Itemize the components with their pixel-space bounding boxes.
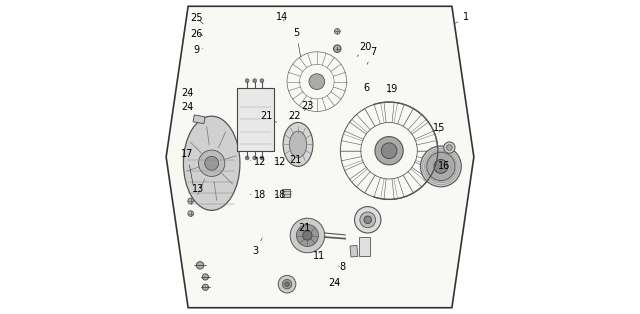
Circle shape	[364, 216, 371, 224]
Circle shape	[381, 143, 397, 159]
Bar	[359, 237, 370, 256]
Bar	[193, 115, 205, 124]
Circle shape	[420, 146, 461, 187]
Text: 19: 19	[386, 84, 398, 95]
Circle shape	[427, 152, 455, 181]
Circle shape	[360, 212, 376, 228]
Bar	[350, 246, 358, 257]
Text: 3: 3	[253, 238, 262, 256]
Circle shape	[198, 150, 225, 176]
Bar	[282, 189, 291, 197]
Text: 11: 11	[313, 251, 325, 261]
Text: 25: 25	[190, 13, 204, 24]
Text: 15: 15	[433, 123, 445, 133]
Text: 24: 24	[181, 88, 194, 98]
Circle shape	[447, 145, 452, 150]
Ellipse shape	[289, 131, 307, 158]
Circle shape	[205, 156, 219, 170]
Text: 16: 16	[438, 161, 450, 171]
Text: 21: 21	[299, 223, 311, 233]
Text: 12: 12	[250, 157, 266, 167]
Text: 9: 9	[193, 45, 203, 55]
Text: 13: 13	[192, 184, 204, 194]
Circle shape	[434, 160, 448, 173]
Text: 17: 17	[181, 149, 194, 186]
Circle shape	[309, 74, 324, 89]
Circle shape	[278, 275, 296, 293]
Circle shape	[202, 284, 209, 290]
Text: 21: 21	[260, 111, 276, 122]
Ellipse shape	[283, 122, 313, 166]
Circle shape	[375, 137, 403, 165]
Polygon shape	[166, 6, 474, 308]
Text: 7: 7	[367, 47, 376, 64]
Text: 23: 23	[301, 101, 314, 111]
Text: 14: 14	[276, 12, 288, 22]
Circle shape	[335, 29, 340, 34]
Circle shape	[245, 79, 249, 83]
Circle shape	[444, 142, 455, 153]
Circle shape	[196, 262, 204, 269]
Bar	[237, 88, 275, 151]
Circle shape	[188, 198, 193, 204]
Text: 21: 21	[289, 155, 301, 165]
Circle shape	[202, 274, 209, 280]
Circle shape	[245, 156, 249, 160]
Text: 12: 12	[274, 157, 286, 167]
Text: 24: 24	[328, 278, 340, 288]
Circle shape	[282, 279, 292, 289]
Text: 18: 18	[250, 190, 266, 200]
Text: 18: 18	[274, 190, 286, 200]
Circle shape	[260, 79, 264, 83]
Text: 20: 20	[357, 42, 372, 57]
Circle shape	[355, 207, 381, 233]
Circle shape	[303, 231, 312, 240]
Circle shape	[296, 225, 319, 246]
Circle shape	[253, 156, 257, 160]
Circle shape	[290, 218, 324, 253]
Circle shape	[333, 45, 341, 52]
Text: 6: 6	[364, 83, 369, 93]
Text: 8: 8	[338, 262, 345, 272]
Ellipse shape	[184, 116, 240, 210]
Circle shape	[260, 156, 264, 160]
Text: 5: 5	[293, 28, 301, 57]
Text: 1: 1	[454, 12, 469, 24]
Circle shape	[285, 282, 289, 286]
Text: 24: 24	[181, 102, 194, 112]
Circle shape	[253, 79, 257, 83]
Text: 22: 22	[288, 111, 301, 121]
Circle shape	[188, 211, 193, 216]
Text: 26: 26	[191, 29, 203, 39]
